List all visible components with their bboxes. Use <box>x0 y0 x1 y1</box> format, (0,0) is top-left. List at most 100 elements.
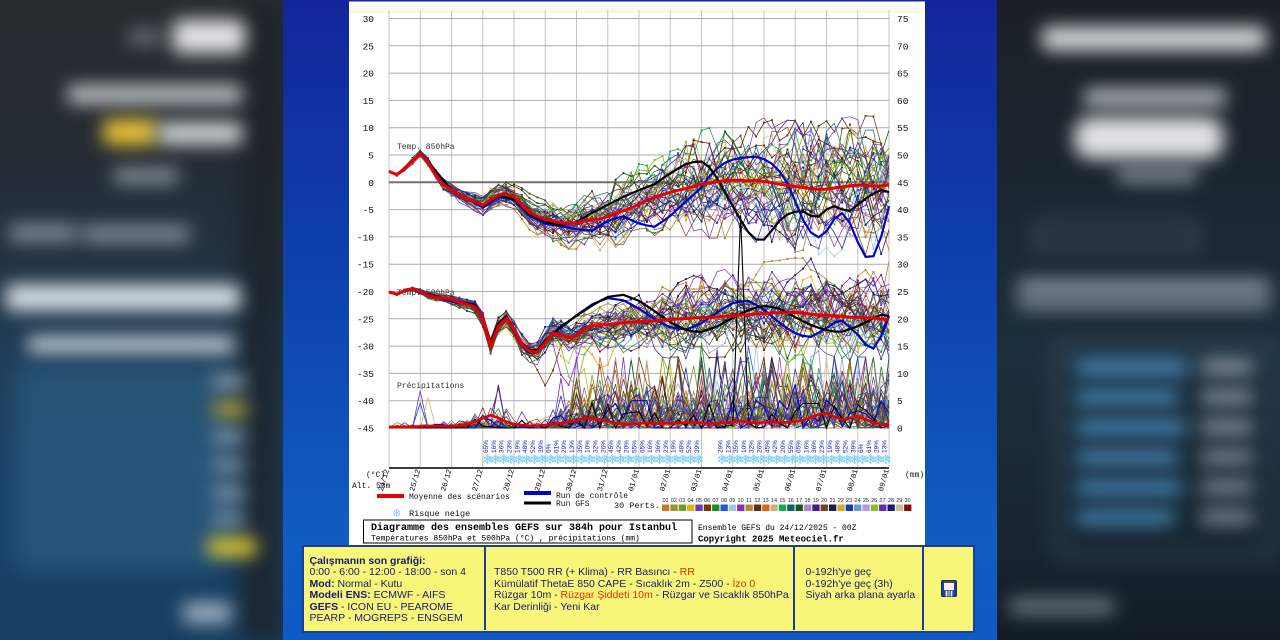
svg-text:❄: ❄ <box>482 452 493 467</box>
svg-text:❄: ❄ <box>501 454 508 463</box>
svg-text:❄: ❄ <box>748 452 759 467</box>
svg-text:19%: 19% <box>827 440 834 453</box>
svg-text:❄: ❄ <box>787 452 798 467</box>
svg-text:❄: ❄ <box>677 452 688 467</box>
svg-text:❄: ❄ <box>868 454 875 463</box>
svg-text:Run de contrôle: Run de contrôle <box>556 492 628 501</box>
svg-text:Moyenne des scénarios: Moyenne des scénarios <box>409 493 510 502</box>
svg-text:❄: ❄ <box>685 452 696 467</box>
svg-text:23%: 23% <box>819 440 826 453</box>
svg-text:❄: ❄ <box>607 452 618 467</box>
svg-text:26%: 26% <box>757 440 764 453</box>
svg-text:❄: ❄ <box>631 452 642 467</box>
svg-text:❄: ❄ <box>861 454 868 463</box>
svg-text:❄: ❄ <box>857 452 868 467</box>
svg-text:-30: -30 <box>357 342 374 353</box>
svg-text:-25: -25 <box>357 314 374 325</box>
svg-text:5: 5 <box>368 151 374 162</box>
svg-text:❄: ❄ <box>490 452 501 467</box>
svg-text:04: 04 <box>687 498 693 504</box>
svg-text:-10: -10 <box>357 232 374 243</box>
svg-text:Copyright 2025 Meteociel.fr: Copyright 2025 Meteociel.fr <box>698 535 844 545</box>
svg-text:10: 10 <box>897 369 909 380</box>
svg-text:29: 29 <box>896 498 902 504</box>
svg-text:Précipitations: Précipitations <box>397 382 464 391</box>
svg-text:0: 0 <box>368 178 374 189</box>
svg-text:60: 60 <box>897 96 909 107</box>
svg-text:❄: ❄ <box>681 454 688 463</box>
svg-text:❄: ❄ <box>564 454 571 463</box>
svg-text:❄: ❄ <box>556 454 563 463</box>
svg-text:Temp. 850hPa: Temp. 850hPa <box>397 143 455 152</box>
svg-text:65%: 65% <box>639 440 646 453</box>
svg-text:61%: 61% <box>553 440 560 453</box>
svg-text:01: 01 <box>662 498 668 504</box>
svg-text:❄: ❄ <box>595 454 602 463</box>
svg-text:❄: ❄ <box>779 452 790 467</box>
svg-text:❄: ❄ <box>767 454 774 463</box>
svg-text:❄: ❄ <box>814 454 821 463</box>
svg-text:55%: 55% <box>632 440 639 453</box>
svg-text:18: 18 <box>804 498 810 504</box>
svg-text:20: 20 <box>363 69 375 80</box>
svg-text:39%: 39% <box>538 440 545 453</box>
svg-text:10: 10 <box>738 498 744 504</box>
svg-text:❄: ❄ <box>818 452 829 467</box>
svg-text:42%: 42% <box>772 440 779 453</box>
svg-text:19%: 19% <box>671 440 678 453</box>
svg-text:❄: ❄ <box>732 452 743 467</box>
svg-text:19: 19 <box>813 498 819 504</box>
svg-text:10%: 10% <box>741 440 748 453</box>
svg-text:19%: 19% <box>514 440 521 453</box>
svg-text:❄: ❄ <box>876 454 883 463</box>
svg-text:❄: ❄ <box>498 452 509 467</box>
svg-text:52%: 52% <box>843 440 850 453</box>
svg-text:❄: ❄ <box>579 454 586 463</box>
svg-text:Diagramme des ensembles GEFS s: Diagramme des ensembles GEFS sur 384h po… <box>371 522 677 534</box>
svg-text:6%: 6% <box>858 443 865 453</box>
svg-text:❄: ❄ <box>853 454 860 463</box>
svg-text:❄: ❄ <box>587 454 594 463</box>
svg-text:❄: ❄ <box>521 452 532 467</box>
svg-text:❄: ❄ <box>533 454 540 463</box>
svg-text:❄: ❄ <box>849 452 860 467</box>
svg-text:❄: ❄ <box>654 452 665 467</box>
svg-text:45: 45 <box>897 178 909 189</box>
svg-text:❄: ❄ <box>717 452 728 467</box>
svg-text:40: 40 <box>897 205 909 216</box>
svg-text:-35: -35 <box>357 369 374 380</box>
svg-text:Risque neige: Risque neige <box>409 509 470 519</box>
svg-text:35%: 35% <box>577 440 584 453</box>
svg-text:27: 27 <box>880 498 886 504</box>
svg-text:0: 0 <box>897 424 903 435</box>
svg-text:❄: ❄ <box>552 452 563 467</box>
svg-text:65%: 65% <box>483 440 490 453</box>
svg-text:32%: 32% <box>749 440 756 453</box>
svg-text:26%: 26% <box>600 440 607 453</box>
svg-text:48%: 48% <box>678 440 685 453</box>
svg-text:13%: 13% <box>882 440 889 453</box>
svg-text:17: 17 <box>796 498 802 504</box>
svg-text:36%: 36% <box>655 440 662 453</box>
svg-text:❄: ❄ <box>545 452 556 467</box>
svg-text:❄: ❄ <box>829 454 836 463</box>
svg-text:❄: ❄ <box>763 452 774 467</box>
svg-text:15: 15 <box>779 498 785 504</box>
svg-text:25: 25 <box>897 287 909 298</box>
svg-text:❄: ❄ <box>537 452 548 467</box>
svg-text:Températures 850hPa et 500hPa: Températures 850hPa et 500hPa (°C) , pré… <box>371 535 640 544</box>
svg-text:65: 65 <box>897 69 909 80</box>
svg-text:29%: 29% <box>561 440 568 453</box>
svg-text:10%: 10% <box>585 440 592 453</box>
svg-text:❄: ❄ <box>665 454 672 463</box>
svg-text:❄: ❄ <box>697 454 704 463</box>
svg-text:❄: ❄ <box>881 452 892 467</box>
svg-text:35%: 35% <box>733 440 740 453</box>
svg-text:❄: ❄ <box>724 452 735 467</box>
svg-text:❄: ❄ <box>743 454 750 463</box>
svg-text:❄: ❄ <box>525 454 532 463</box>
svg-text:Run GFS: Run GFS <box>556 500 590 509</box>
svg-text:30: 30 <box>363 14 375 25</box>
svg-text:❄: ❄ <box>493 454 500 463</box>
svg-text:32%: 32% <box>593 440 600 453</box>
